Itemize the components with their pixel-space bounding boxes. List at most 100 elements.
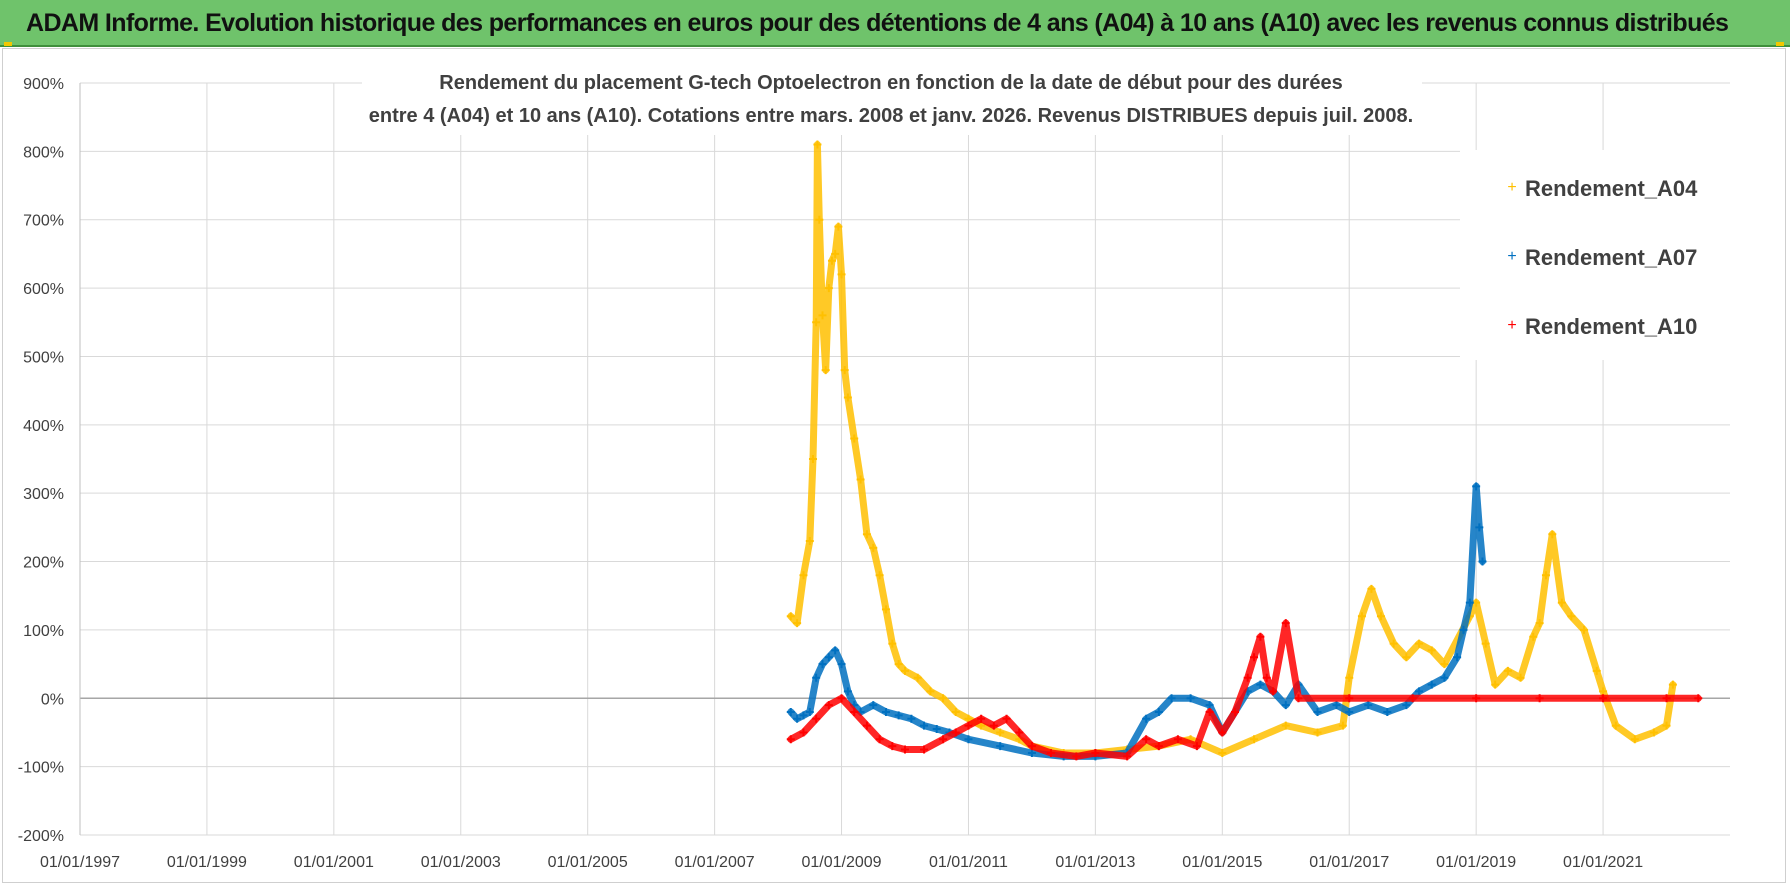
series-trace (787, 482, 1486, 760)
data-point (1516, 673, 1525, 682)
data-point (1123, 752, 1132, 761)
data-point (1376, 612, 1385, 621)
y-tick-label: 600% (23, 281, 64, 298)
data-point (843, 393, 852, 402)
y-tick-label: 200% (23, 555, 64, 572)
data-point (1345, 707, 1354, 716)
data-point (1541, 571, 1550, 580)
data-point (869, 543, 878, 552)
data-point (799, 728, 808, 737)
x-tick-label: 01/01/2021 (1563, 854, 1643, 871)
x-tick-label: 01/01/2009 (801, 854, 881, 871)
legend: + Rendement_A04 + Rendement_A07 + Rendem… (1460, 150, 1730, 360)
data-point (1269, 687, 1278, 696)
x-tick-label: 01/01/2005 (548, 854, 628, 871)
data-point (1364, 701, 1373, 710)
data-point (1281, 619, 1290, 628)
data-point (1154, 707, 1163, 716)
data-point (793, 714, 802, 723)
x-tick-label: 01/01/2011 (929, 854, 1008, 871)
legend-label-a04: Rendement_A04 (1525, 176, 1698, 201)
data-point (1662, 694, 1671, 703)
data-point (1599, 694, 1608, 703)
corner-marker-left (4, 42, 12, 46)
data-point (1243, 673, 1252, 682)
data-point (901, 666, 909, 675)
data-point (1002, 714, 1011, 723)
legend-marker-a07: + (1507, 248, 1516, 265)
legend-label-a10: Rendement_A10 (1525, 314, 1697, 339)
data-point (1599, 687, 1608, 696)
data-point (888, 639, 897, 648)
data-point (812, 318, 821, 327)
data-point (1630, 735, 1639, 744)
data-point (1402, 701, 1411, 710)
x-tick-label: 01/01/2015 (1182, 854, 1262, 871)
data-point (786, 612, 795, 621)
data-point (951, 728, 960, 737)
y-tick-label: 0% (41, 691, 64, 708)
data-point (1557, 598, 1566, 607)
data-point (1218, 748, 1227, 757)
data-point (964, 721, 973, 730)
data-point (1649, 728, 1658, 737)
data-point (1481, 639, 1490, 648)
data-point (862, 721, 871, 730)
data-point (1313, 707, 1322, 716)
x-tick-label: 01/01/1997 (40, 854, 120, 871)
legend-item-a10: + Rendement_A10 (1507, 314, 1697, 339)
data-point (1478, 557, 1487, 566)
data-point (850, 707, 859, 716)
y-tick-label: -200% (18, 828, 64, 845)
data-point (1015, 728, 1024, 737)
data-point (1389, 639, 1398, 648)
data-point (1459, 625, 1468, 634)
y-tick-label: 700% (23, 213, 64, 230)
data-point (1142, 714, 1151, 723)
data-point (831, 646, 840, 655)
data-point (875, 735, 884, 744)
data-point (920, 745, 929, 754)
legend-item-a04: + Rendement_A04 (1507, 176, 1698, 201)
y-tick-label: -100% (18, 760, 64, 777)
data-point (1250, 735, 1259, 744)
data-point (907, 714, 916, 723)
data-point (1205, 701, 1214, 710)
chart-series (786, 140, 1703, 761)
data-point (894, 660, 903, 669)
data-point (824, 701, 833, 710)
data-point (977, 721, 986, 730)
y-tick-label: 300% (23, 486, 64, 503)
chart-title-line1: Rendement du placement G-tech Optoelectr… (439, 72, 1342, 94)
data-point (913, 673, 922, 682)
data-point (1475, 523, 1484, 532)
x-tick-label: 01/01/2003 (421, 854, 501, 871)
data-point (818, 660, 827, 669)
title-background (362, 65, 1422, 135)
data-point (1046, 748, 1055, 757)
data-point (786, 735, 795, 744)
data-point (828, 256, 837, 265)
data-point (894, 711, 903, 720)
data-point (901, 745, 909, 754)
data-point (805, 707, 814, 716)
data-point (1535, 694, 1544, 703)
data-point (1173, 735, 1182, 744)
data-point (1338, 721, 1347, 730)
data-point (862, 530, 871, 539)
data-point (1427, 646, 1436, 655)
legend-marker-a04: + (1507, 179, 1516, 196)
data-point (1154, 742, 1163, 751)
data-point (1367, 584, 1376, 593)
series-rendement-a10 (786, 619, 1703, 761)
chart-ticks: -200% -100% 0% 100% 200% 300% 400% 500% 600% 700%… (18, 76, 1643, 871)
data-point (939, 694, 948, 703)
corner-marker-right (1776, 42, 1784, 46)
data-point (869, 701, 878, 710)
y-tick-label: 100% (23, 623, 64, 640)
data-point (799, 711, 808, 720)
data-point (824, 653, 833, 662)
data-point (837, 660, 846, 669)
data-point (1592, 666, 1601, 675)
